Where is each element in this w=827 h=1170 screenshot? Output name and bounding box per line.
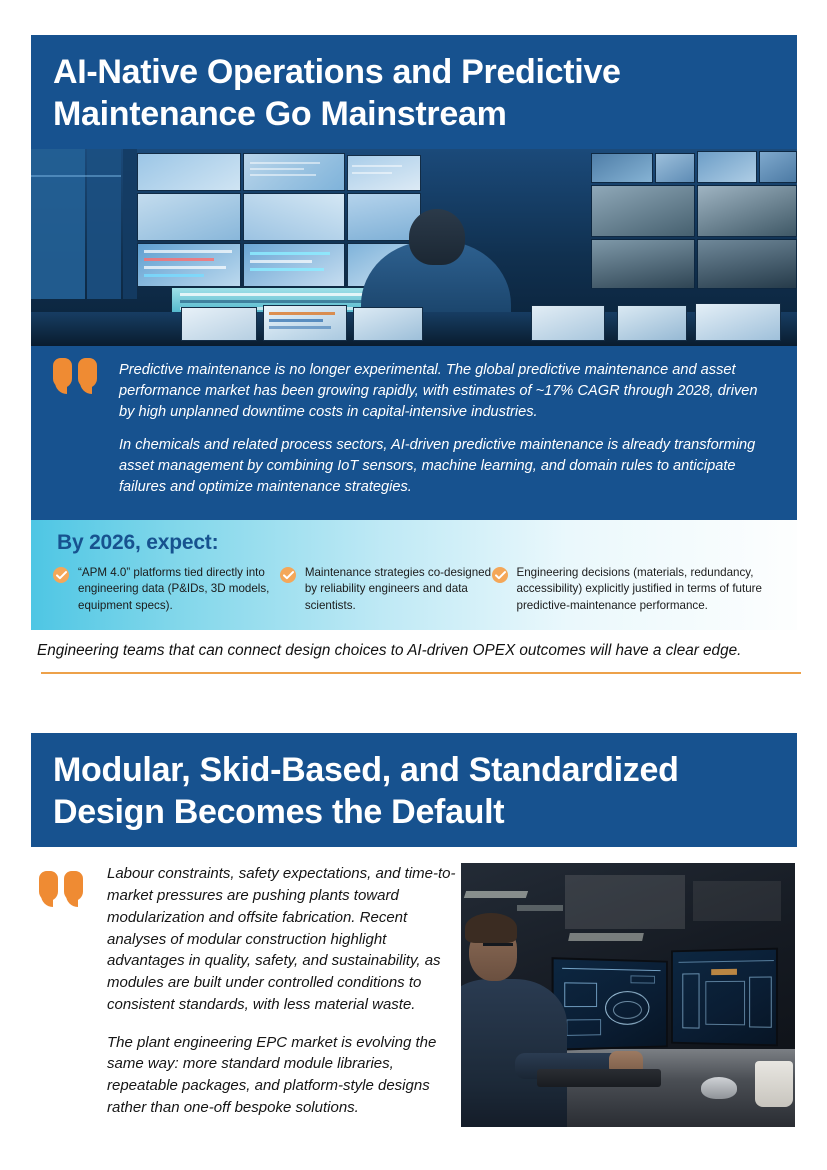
expectations-heading: By 2026, expect: bbox=[57, 530, 219, 554]
check-circle-icon bbox=[491, 566, 508, 583]
section1-title-band: AI-Native Operations and Predictive Main… bbox=[31, 35, 797, 150]
section2-quote-2: The plant engineering EPC market is evol… bbox=[107, 1033, 437, 1116]
section-modular-design: Modular, Skid-Based, and Standardized De… bbox=[31, 733, 797, 1135]
expectation-item-3: Engineering decisions (materials, redund… bbox=[491, 565, 776, 614]
expectation-item-2: Maintenance strategies co-designed by re… bbox=[279, 565, 492, 614]
section1-closing: Engineering teams that can connect desig… bbox=[31, 630, 801, 674]
section1-closing-text: Engineering teams that can connect desig… bbox=[37, 641, 742, 659]
orange-divider bbox=[41, 671, 801, 674]
expectation-text-2: Maintenance strategies co-designed by re… bbox=[304, 565, 492, 612]
section2-title-band: Modular, Skid-Based, and Standardized De… bbox=[31, 733, 797, 848]
section1-quote-2: In chemicals and related process sectors… bbox=[119, 437, 756, 495]
section-ai-native-operations: AI-Native Operations and Predictive Main… bbox=[31, 35, 801, 674]
section2-image-column bbox=[461, 863, 797, 1134]
engineer-workstation-photo bbox=[461, 863, 795, 1128]
section1-title: AI-Native Operations and Predictive Main… bbox=[53, 53, 621, 134]
expectation-item-1: “APM 4.0” platforms tied directly into e… bbox=[53, 565, 280, 614]
check-circle-icon bbox=[279, 566, 296, 583]
check-circle-icon bbox=[53, 566, 69, 583]
section1-quote-1: Predictive maintenance is no longer expe… bbox=[119, 362, 758, 420]
quotation-mark-icon bbox=[53, 358, 99, 395]
section2-quote-1: Labour constraints, safety expectations,… bbox=[107, 865, 456, 1013]
expectations-band: By 2026, expect: “APM 4.0” platforms tie… bbox=[31, 519, 797, 630]
expectation-text-3: Engineering decisions (materials, redund… bbox=[516, 565, 762, 612]
quotation-mark-icon bbox=[39, 871, 85, 908]
section2-text-column: Labour constraints, safety expectations,… bbox=[31, 863, 461, 1134]
section2-title: Modular, Skid-Based, and Standardized De… bbox=[53, 751, 679, 832]
expectation-text-1: “APM 4.0” platforms tied directly into e… bbox=[78, 565, 270, 612]
section1-quote-block: Predictive maintenance is no longer expe… bbox=[31, 346, 797, 520]
control-room-photo bbox=[31, 149, 797, 347]
